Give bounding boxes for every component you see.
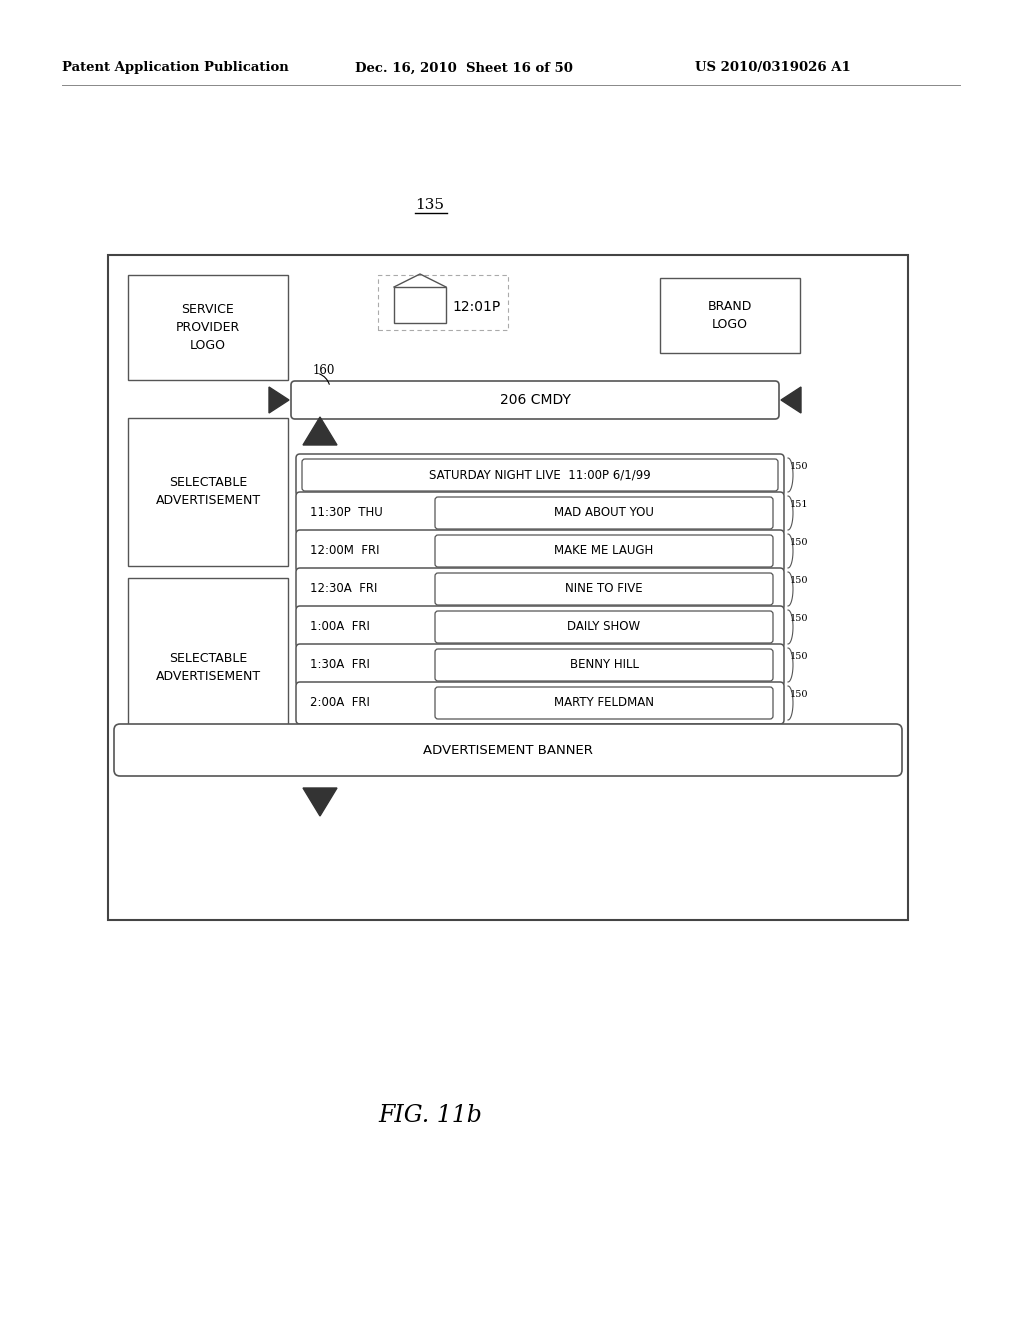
- Polygon shape: [303, 417, 337, 445]
- Text: BENNY HILL: BENNY HILL: [569, 659, 639, 672]
- Bar: [108, 255, 908, 920]
- FancyBboxPatch shape: [435, 498, 773, 529]
- FancyBboxPatch shape: [435, 535, 773, 568]
- Text: DAILY SHOW: DAILY SHOW: [567, 620, 641, 634]
- Text: 12:00M  FRI: 12:00M FRI: [310, 544, 380, 557]
- Bar: [378, 275, 508, 330]
- FancyBboxPatch shape: [296, 606, 784, 648]
- Text: SELECTABLE
ADVERTISEMENT: SELECTABLE ADVERTISEMENT: [156, 652, 260, 684]
- Text: SERVICE
PROVIDER
LOGO: SERVICE PROVIDER LOGO: [176, 304, 240, 352]
- FancyBboxPatch shape: [296, 682, 784, 723]
- Bar: [394, 286, 446, 323]
- Text: 150: 150: [790, 652, 809, 661]
- FancyBboxPatch shape: [302, 459, 778, 491]
- FancyBboxPatch shape: [291, 381, 779, 418]
- Text: SELECTABLE
ADVERTISEMENT: SELECTABLE ADVERTISEMENT: [156, 477, 260, 507]
- Text: 150: 150: [790, 462, 809, 471]
- Text: Dec. 16, 2010  Sheet 16 of 50: Dec. 16, 2010 Sheet 16 of 50: [355, 62, 572, 74]
- Text: 151: 151: [790, 500, 809, 510]
- Text: 206 CMDY: 206 CMDY: [500, 393, 570, 407]
- Text: FIG. 11b: FIG. 11b: [378, 1104, 482, 1126]
- Text: 1:30A  FRI: 1:30A FRI: [310, 659, 370, 672]
- Polygon shape: [303, 788, 337, 816]
- Text: 11:30P  THU: 11:30P THU: [310, 507, 383, 520]
- Text: NINE TO FIVE: NINE TO FIVE: [565, 582, 643, 595]
- Text: 150: 150: [790, 614, 809, 623]
- Text: 2:00A  FRI: 2:00A FRI: [310, 697, 370, 710]
- Text: 150: 150: [790, 690, 809, 700]
- Text: US 2010/0319026 A1: US 2010/0319026 A1: [695, 62, 851, 74]
- Text: SATURDAY NIGHT LIVE  11:00P 6/1/99: SATURDAY NIGHT LIVE 11:00P 6/1/99: [429, 469, 651, 482]
- Bar: [660, 279, 800, 352]
- Bar: [128, 275, 288, 380]
- Text: Patent Application Publication: Patent Application Publication: [62, 62, 289, 74]
- Text: 1:00A  FRI: 1:00A FRI: [310, 620, 370, 634]
- FancyBboxPatch shape: [114, 723, 902, 776]
- FancyBboxPatch shape: [296, 568, 784, 610]
- Text: BRAND
LOGO: BRAND LOGO: [708, 300, 753, 331]
- Text: MAD ABOUT YOU: MAD ABOUT YOU: [554, 507, 654, 520]
- Text: MARTY FELDMAN: MARTY FELDMAN: [554, 697, 654, 710]
- Text: 12:01P: 12:01P: [452, 300, 501, 314]
- FancyBboxPatch shape: [435, 686, 773, 719]
- FancyBboxPatch shape: [296, 454, 784, 496]
- Bar: [128, 578, 288, 758]
- Polygon shape: [269, 387, 289, 413]
- FancyBboxPatch shape: [435, 649, 773, 681]
- FancyBboxPatch shape: [435, 573, 773, 605]
- Text: 150: 150: [790, 576, 809, 585]
- Text: ADVERTISEMENT BANNER: ADVERTISEMENT BANNER: [423, 743, 593, 756]
- FancyBboxPatch shape: [435, 611, 773, 643]
- FancyBboxPatch shape: [296, 492, 784, 535]
- Text: MAKE ME LAUGH: MAKE ME LAUGH: [554, 544, 653, 557]
- Text: 160: 160: [313, 364, 336, 378]
- Text: 135: 135: [416, 198, 444, 213]
- Bar: [128, 418, 288, 566]
- Text: 12:30A  FRI: 12:30A FRI: [310, 582, 378, 595]
- FancyBboxPatch shape: [296, 644, 784, 686]
- Polygon shape: [781, 387, 801, 413]
- FancyBboxPatch shape: [296, 531, 784, 572]
- Text: 150: 150: [790, 539, 809, 546]
